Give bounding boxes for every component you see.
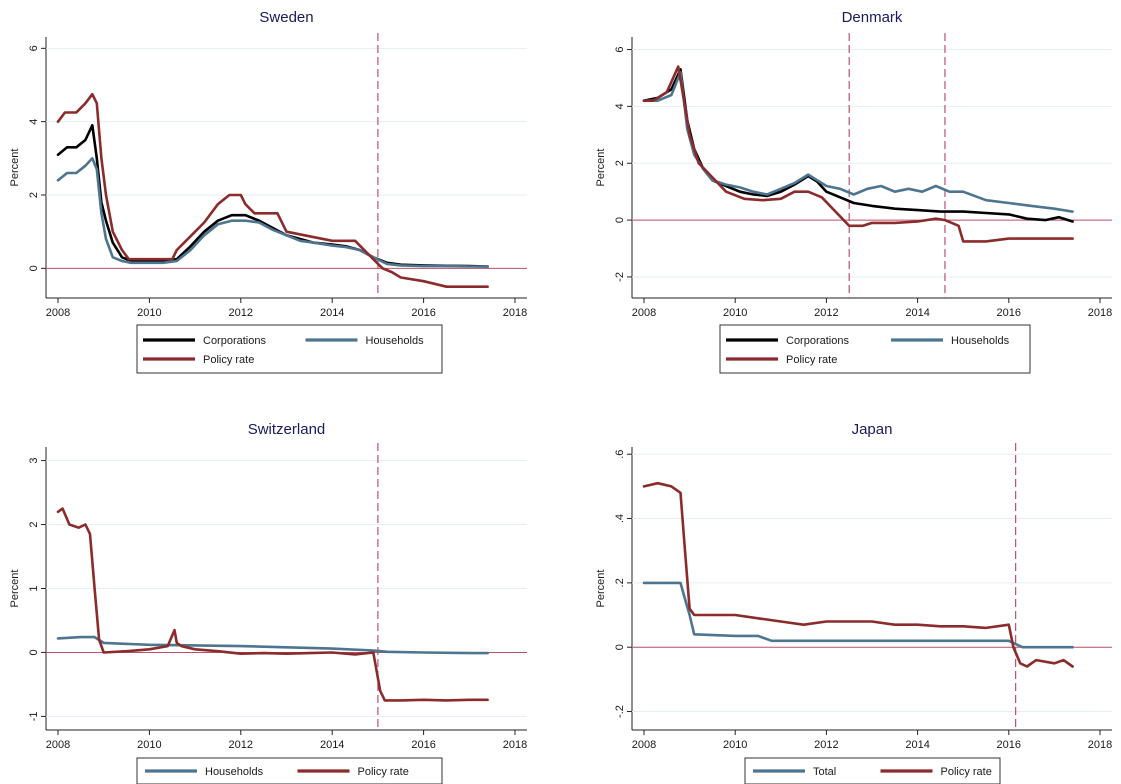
series-line-policy-rate: [56, 92, 489, 289]
series-line-households: [642, 71, 1074, 213]
chart-title: Switzerland: [248, 421, 326, 438]
legend-box: [136, 757, 443, 784]
x-tick-label: 2016: [411, 307, 435, 319]
series-line-corporations: [56, 124, 489, 268]
y-tick-label: .4: [614, 514, 626, 523]
x-tick-label: 2012: [814, 307, 838, 319]
legend: Households Policy rate: [136, 757, 443, 784]
x-tick-label: 2014: [320, 739, 344, 751]
series-line-policy-rate: [56, 507, 489, 702]
legend-label-policy-rate: Policy rate: [786, 354, 837, 366]
panel-sweden: Sweden 0 2 4 6 2008 2010 2012 2014 2016 2018 Percen…: [9, 9, 527, 374]
y-tick-label: 4: [614, 103, 626, 109]
legend-label-corporations: Corporations: [786, 335, 849, 347]
series-line-households: [56, 635, 489, 655]
y-tick-label: 6: [28, 45, 40, 51]
series-line-total: [642, 581, 1074, 649]
legend: Total Policy rate: [744, 757, 1001, 784]
x-tick-label: 2018: [1088, 307, 1112, 319]
x-tick-label: 2014: [320, 307, 344, 319]
x-tick-label: 2010: [723, 739, 747, 751]
legend-label-policy-rate: Policy rate: [941, 766, 992, 778]
legend-label-total: Total: [813, 766, 836, 778]
x-tick-label: 2012: [229, 739, 253, 751]
chart-title: Denmark: [842, 9, 903, 26]
x-tick-label: 2008: [46, 739, 70, 751]
legend-label-corporations: Corporations: [203, 335, 266, 347]
y-tick-label: 0: [614, 644, 626, 650]
x-tick-label: 2010: [723, 307, 747, 319]
x-tick-label: 2008: [632, 307, 656, 319]
legend-box: [719, 324, 1031, 374]
y-tick-label: 6: [614, 46, 626, 52]
panel-switzerland: Switzerland -1 0 1 2 3 2008 2010 2012 2014 2016 201…: [9, 421, 527, 784]
legend-label-policy-rate: Policy rate: [358, 766, 409, 778]
y-axis-label: Percent: [9, 149, 21, 187]
x-tick-label: 2016: [997, 739, 1021, 751]
legend-label-households: Households: [951, 335, 1010, 347]
y-tick-label: -1: [28, 712, 40, 722]
legend-label-policy-rate: Policy rate: [203, 354, 254, 366]
y-tick-label: 0: [614, 217, 626, 223]
series-line-households: [56, 157, 489, 268]
y-tick-label: 1: [28, 585, 40, 591]
y-tick-label: 4: [28, 119, 40, 125]
series-line-corporations: [642, 68, 1074, 223]
x-tick-label: 2014: [905, 739, 929, 751]
y-axis-label: Percent: [595, 570, 607, 608]
y-tick-label: 3: [28, 458, 40, 464]
y-tick-label: 0: [28, 265, 40, 271]
y-axis-label: Percent: [9, 570, 21, 608]
x-tick-label: 2008: [632, 739, 656, 751]
y-tick-label: 0: [28, 649, 40, 655]
x-tick-label: 2008: [46, 307, 70, 319]
legend-label-households: Households: [205, 766, 264, 778]
legend-box: [136, 324, 443, 374]
x-tick-label: 2012: [814, 739, 838, 751]
y-tick-label: -2: [614, 272, 626, 282]
legend-label-households: Households: [366, 335, 425, 347]
y-tick-label: 2: [28, 192, 40, 198]
chart-title: Sweden: [259, 9, 313, 26]
x-tick-label: 2016: [411, 739, 435, 751]
y-axis-label: Percent: [595, 149, 607, 187]
y-tick-label: .2: [614, 578, 626, 587]
panel-japan: Japan -.2 0 .2 .4 .6 2008 2010 2012 2014 2016 2018 P…: [595, 421, 1112, 784]
legend: Corporations Households Policy rate: [136, 324, 443, 374]
series-line-policy-rate: [642, 65, 1074, 243]
y-tick-label: 2: [28, 521, 40, 527]
chart-title: Japan: [852, 421, 893, 438]
y-tick-label: .6: [614, 450, 626, 459]
panel-denmark: Denmark -2 0 2 4 6 2008 2010 2012 2014 2016 2018 Per…: [595, 9, 1112, 374]
x-tick-label: 2018: [503, 307, 527, 319]
x-tick-label: 2018: [503, 739, 527, 751]
x-tick-label: 2014: [905, 307, 929, 319]
x-tick-label: 2016: [997, 307, 1021, 319]
legend: Corporations Households Policy rate: [719, 324, 1031, 374]
x-tick-label: 2018: [1088, 739, 1112, 751]
y-tick-label: 2: [614, 160, 626, 166]
y-tick-label: -.2: [614, 705, 626, 718]
x-tick-label: 2010: [137, 739, 161, 751]
series-line-policy-rate: [642, 481, 1074, 668]
x-tick-label: 2010: [137, 307, 161, 319]
x-tick-label: 2012: [229, 307, 253, 319]
